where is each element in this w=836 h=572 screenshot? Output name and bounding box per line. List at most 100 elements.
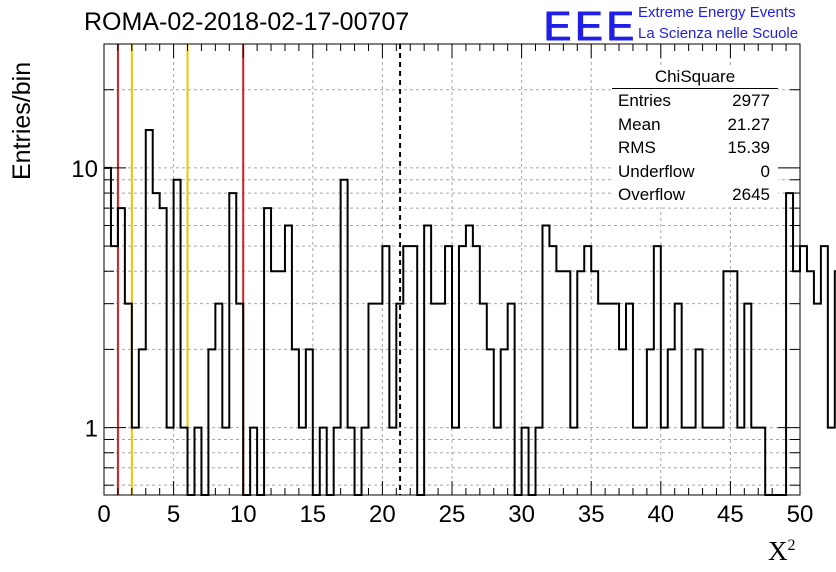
histogram-outline (104, 128, 836, 496)
histogram-bar (487, 349, 494, 495)
x-tick-label: 15 (299, 501, 326, 528)
histogram-bar (828, 428, 835, 495)
histogram-bar (654, 246, 661, 495)
histogram-bar (473, 246, 480, 495)
histogram-bar (264, 208, 271, 495)
histogram-bar (730, 271, 737, 495)
x-tick-label: 30 (508, 501, 535, 528)
stats-label: RMS (618, 138, 656, 157)
histogram-bar (675, 304, 682, 495)
histogram-bar (542, 226, 549, 495)
histogram-bar (480, 304, 487, 495)
stats-value: 21.27 (727, 114, 770, 134)
histogram-bar (125, 304, 132, 495)
histogram-bar (508, 304, 515, 495)
histogram-bar (466, 226, 473, 495)
histogram-bar (549, 246, 556, 495)
histogram-bar (208, 349, 215, 495)
x-tick-label: 50 (787, 501, 814, 528)
histogram-bar (821, 246, 828, 495)
histogram-bar (341, 180, 348, 495)
histogram-bar (598, 304, 605, 495)
histogram-bar (744, 304, 751, 495)
y-axis-label: Entries/bin (8, 61, 36, 180)
histogram-bar (459, 246, 466, 495)
histogram-bar (104, 168, 111, 495)
histogram-bar (375, 304, 382, 495)
stats-row: Underflow 0 (612, 160, 778, 184)
histogram-bar (111, 246, 118, 495)
logo-subtitle-1: Extreme Energy Events (638, 4, 796, 21)
stats-box: ChiSquare Entries 2977 Mean 21.27 RMS 15.39… (612, 66, 778, 207)
histogram-bar (723, 271, 730, 495)
stats-label: Mean (618, 114, 661, 134)
stats-title: ChiSquare (612, 66, 778, 89)
stats-row: Mean 21.27 (612, 113, 778, 137)
x-tick-label: 5 (167, 501, 180, 528)
histogram-bar (174, 180, 181, 495)
x-axis-label: X2 (768, 536, 796, 567)
histogram-bar (807, 271, 814, 495)
histogram-bar (577, 271, 584, 495)
histogram-bar (626, 304, 633, 495)
stats-value: 0 (760, 161, 770, 181)
x-tick-label: 25 (439, 501, 466, 528)
x-tick-label: 10 (230, 501, 257, 528)
histogram-bar (146, 130, 153, 495)
histogram-bar (431, 304, 438, 495)
stats-label: Overflow (618, 185, 686, 204)
histogram-bar (584, 246, 591, 495)
stats-row: Overflow 2645 (612, 183, 778, 207)
histogram-bar (278, 271, 285, 495)
x-tick-label: 0 (97, 501, 110, 528)
histogram-bar (605, 304, 612, 495)
histogram-bar (153, 193, 160, 495)
stats-row: Entries 2977 (612, 89, 778, 113)
stats-row: RMS 15.39 (612, 136, 778, 160)
stats-label: Entries (618, 91, 671, 110)
histogram-bar (215, 304, 222, 495)
histogram-bar (368, 304, 375, 495)
histogram-bar (793, 271, 800, 495)
histogram-bar (160, 208, 167, 495)
logo-subtitle-2: La Scienza nelle Scuole (638, 25, 799, 42)
histogram-bar (292, 349, 299, 495)
histogram-bar (800, 246, 807, 495)
x-tick-label: 20 (369, 501, 396, 528)
y-tick-label: 10 (71, 156, 98, 183)
histogram-bar (229, 193, 236, 495)
run-title: ROMA-02-2018-02-17-00707 (84, 8, 410, 36)
x-axis-label-base: X (768, 536, 788, 566)
stats-value: 2977 (732, 91, 770, 110)
stats-label: Underflow (618, 161, 695, 181)
stats-value: 2645 (732, 185, 770, 204)
histogram-bar (424, 226, 431, 495)
histogram-bar (647, 349, 654, 495)
histogram-bar (814, 304, 821, 495)
histogram-bar (271, 271, 278, 495)
histogram-bar (438, 304, 445, 495)
histogram-bar (591, 271, 598, 495)
histogram-bar (236, 304, 243, 495)
histogram-bar (285, 226, 292, 495)
y-tick-label: 1 (85, 416, 98, 443)
x-tick-label: 35 (578, 501, 605, 528)
x-tick-label: 45 (717, 501, 744, 528)
histogram-bar (118, 208, 125, 495)
x-tick-label: 40 (647, 501, 674, 528)
histogram-bar (445, 246, 452, 495)
histogram-bar (501, 349, 508, 495)
histogram-bar (382, 246, 389, 495)
histogram-bar (786, 193, 793, 495)
histogram-bar (306, 349, 313, 495)
histogram-bar (403, 246, 410, 495)
eee-logo: EEE (542, 2, 638, 52)
histogram-bar (563, 271, 570, 495)
stats-value: 15.39 (727, 138, 770, 157)
histogram-bar (612, 304, 619, 495)
histogram-bar (410, 246, 417, 495)
histogram-bar (139, 349, 146, 495)
histogram-bar (556, 271, 563, 495)
histogram-bar (619, 349, 626, 495)
